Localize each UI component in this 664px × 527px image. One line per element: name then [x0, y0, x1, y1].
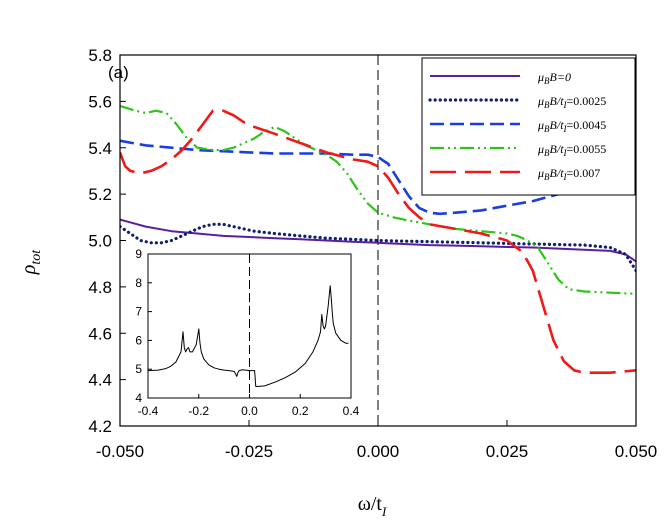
main-series-group [120, 55, 636, 426]
legend-label-3-sub: B [544, 148, 550, 158]
series-line-2 [120, 139, 585, 216]
y-tick-label-3: 4.8 [88, 278, 112, 297]
inset-y-tick-label-2: 6 [135, 333, 142, 347]
legend-label-1-sub2: I [563, 100, 568, 110]
main-axes: 4.2 4.4 4.6 4.8 5.0 5.2 5.4 5.6 5.8 -0.050 -0.025 0… [88, 46, 657, 461]
legend-label-0: μBB=0 [537, 70, 571, 86]
x-tick-label-3: 0.025 [486, 442, 529, 461]
legend-label-1-value: =0.0025 [567, 94, 607, 108]
x-tick-label-1: -0.025 [225, 442, 273, 461]
inset-x-tick-label-1: -0.2 [188, 404, 209, 418]
x-axis-label: ω/tI [358, 493, 387, 519]
series-line-0 [120, 218, 636, 263]
inset-y-tick-label-4: 8 [135, 276, 142, 290]
legend-label-4-sub2: I [563, 172, 568, 182]
legend-label-3-mu: μ [537, 142, 544, 156]
y-tick-label-7: 5.6 [88, 92, 112, 111]
legend-label-1-mu: μ [537, 94, 544, 108]
legend-label-3-main: B/t [550, 142, 565, 156]
legend-box [421, 57, 636, 196]
legend-label-0-main: B=0 [550, 70, 571, 84]
y-axis-label-sub: tot [29, 249, 44, 265]
legend-label-2: μBB/tI=0.0045 [537, 118, 606, 134]
y-axis-label-main: ρ [18, 265, 40, 276]
y-tick-label-4: 5.0 [88, 232, 112, 251]
series-line-1 [120, 222, 636, 273]
legend-label-4-main: B/t [550, 166, 565, 180]
legend-label-3: μBB/tI=0.0055 [537, 142, 606, 158]
legend-label-0-sub: B [544, 76, 550, 86]
inset-x-tick-label-3: 0.2 [292, 404, 309, 418]
series-line-4 [120, 109, 636, 374]
y-tick-label-5: 5.2 [88, 185, 112, 204]
y-tick-label-0: 4.2 [88, 417, 112, 436]
legend-label-4-sub: B [544, 172, 550, 182]
legend-label-2-sub: B [544, 124, 550, 134]
y-tick-label-2: 4.6 [88, 324, 112, 343]
x-axis-label-main: ω/t [358, 493, 383, 515]
inset-x-tick-label-4: 0.4 [343, 404, 360, 418]
series-line-3 [120, 104, 636, 295]
y-tick-label-8: 5.8 [88, 46, 112, 65]
legend-label-2-sub2: I [563, 124, 568, 134]
legend-label-2-value: =0.0045 [567, 118, 607, 132]
legend-label-4-mu: μ [537, 166, 544, 180]
inset-series-line [147, 285, 349, 387]
legend-label-2-main: B/t [550, 118, 565, 132]
panel-label: (a) [108, 63, 129, 82]
x-tick-label-4: 0.050 [615, 442, 658, 461]
inset-y-tick-label-0: 4 [135, 391, 142, 405]
legend: μBB=0μBB/tI=0.0025μBB/tI=0.0045μBB/tI=0.… [421, 57, 636, 196]
inset-y-tick-label-5: 9 [135, 247, 142, 261]
legend-label-1-main: B/t [550, 94, 565, 108]
legend-label-4: μBB/tI=0.007 [537, 166, 600, 182]
y-tick-label-1: 4.4 [88, 371, 112, 390]
y-axis-label: ρtot [18, 249, 44, 275]
inset-x-tick-label-2: 0.0 [241, 404, 258, 418]
inset-y-tick-label-1: 5 [135, 362, 142, 376]
legend-label-2-mu: μ [537, 118, 544, 132]
legend-label-1-sub: B [544, 100, 550, 110]
legend-label-3-sub2: I [563, 148, 568, 158]
legend-label-0-mu: μ [537, 70, 544, 84]
y-tick-label-6: 5.4 [88, 139, 112, 158]
inset-x-tick-label-0: -0.4 [138, 404, 159, 418]
inset-y-tick-label-3: 7 [135, 305, 142, 319]
legend-label-4-value: =0.007 [567, 166, 601, 180]
legend-label-3-value: =0.0055 [567, 142, 607, 156]
x-tick-label-2: 0.000 [357, 442, 400, 461]
legend-label-1: μBB/tI=0.0025 [537, 94, 606, 110]
inset-chart: 4 5 6 7 8 9 -0.4 -0.2 0.0 0.2 0.4 [135, 247, 359, 418]
x-axis-label-sub: I [381, 504, 387, 519]
x-tick-label-0: -0.050 [96, 442, 144, 461]
